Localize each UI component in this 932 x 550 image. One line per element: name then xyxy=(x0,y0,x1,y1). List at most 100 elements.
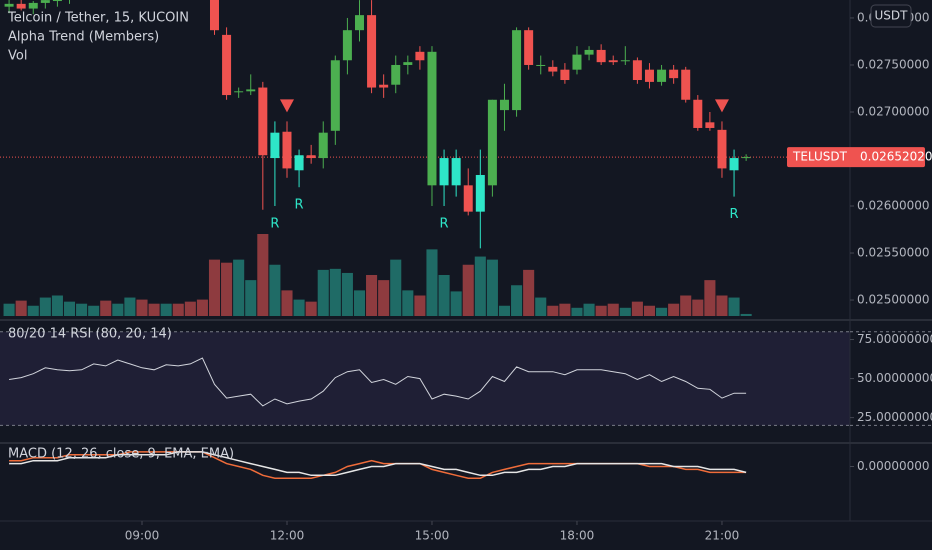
currency-button[interactable] xyxy=(870,4,912,28)
volume-bar xyxy=(450,291,462,316)
volume-bar xyxy=(76,303,88,316)
volume-bar xyxy=(305,301,317,316)
candle-body xyxy=(342,30,352,61)
volume-bar xyxy=(559,303,571,316)
indicator-label: Alpha Trend (Members) xyxy=(8,30,159,45)
candle-body xyxy=(729,158,739,171)
candle-body xyxy=(620,60,630,62)
volume-bar xyxy=(462,264,474,316)
candle-body xyxy=(28,2,38,9)
candle-body xyxy=(234,91,244,93)
candle-body xyxy=(4,3,14,7)
volume-bar xyxy=(643,305,656,316)
candle-body xyxy=(330,60,340,131)
candle-body xyxy=(451,158,461,186)
price-label-box xyxy=(787,147,925,168)
volume-bar xyxy=(571,307,583,316)
price-label-symbol: TELUSDT xyxy=(792,150,848,164)
volume-bar xyxy=(583,303,595,316)
y-tick-label: 0.02600000 xyxy=(857,199,930,213)
volume-bar xyxy=(329,268,341,316)
signal-label: R xyxy=(295,198,304,213)
volume-bar xyxy=(88,305,100,316)
candle-body xyxy=(548,66,558,72)
volume-bar xyxy=(740,313,752,316)
volume-bar xyxy=(63,301,76,316)
sell-arrow xyxy=(279,99,294,113)
signal-label: R xyxy=(440,217,449,232)
volume-bar xyxy=(293,299,305,316)
x-tick-label: 12:00 xyxy=(270,529,305,543)
candle-body xyxy=(52,0,62,2)
chart-title: Telcoin / Tether, 15, KUCOIN xyxy=(7,11,189,26)
candle-body xyxy=(657,69,667,82)
volume-bar xyxy=(269,264,281,316)
candle-body xyxy=(487,99,497,186)
volume-bar xyxy=(474,256,486,316)
candle-body xyxy=(403,62,413,65)
candle-body xyxy=(512,30,522,111)
y-tick-label: 0.02700000 xyxy=(857,104,930,118)
rsi-pane xyxy=(0,331,850,426)
volume-bar xyxy=(148,303,160,316)
volume-bar xyxy=(208,259,221,316)
volume-bar xyxy=(51,295,63,316)
candle-body xyxy=(415,51,425,61)
candle-body xyxy=(741,157,751,159)
candle-body xyxy=(270,132,280,159)
volume-bar xyxy=(390,259,402,316)
volume-bar xyxy=(39,297,51,316)
macd-title: MACD (12, 26, close, 9, EMA, EMA) xyxy=(8,447,234,462)
candle-body xyxy=(644,69,654,82)
candle-body xyxy=(632,60,642,81)
candle-body xyxy=(439,158,449,186)
rsi-y-tick-label: 50.00000000 xyxy=(857,371,932,385)
candle-body xyxy=(258,87,268,156)
candle-body xyxy=(246,89,256,92)
volume-bar xyxy=(15,300,27,316)
volume-bar xyxy=(547,305,559,316)
volume-bar xyxy=(196,299,208,316)
volume-bar xyxy=(366,275,378,316)
candle-body xyxy=(318,132,328,159)
volume-bar xyxy=(607,303,619,316)
macd-y-tick-label: 0.00000000 xyxy=(857,459,930,473)
rsi-y-tick-label: 75.00000000 xyxy=(857,332,932,346)
candle-body xyxy=(379,84,389,88)
currency-label[interactable]: USDT xyxy=(875,9,909,23)
volume-bar xyxy=(124,297,136,316)
candle-body xyxy=(222,34,232,96)
volume-bar xyxy=(341,272,353,316)
volume-bar xyxy=(631,301,643,316)
volume-bar xyxy=(668,303,680,316)
candle-body xyxy=(306,155,316,159)
volume-bar xyxy=(728,297,740,316)
volume-bar xyxy=(221,262,233,316)
candle-body xyxy=(463,185,473,212)
candle-body xyxy=(596,49,606,63)
volume-bar xyxy=(656,307,668,316)
volume-bar xyxy=(233,259,245,316)
candle-body xyxy=(681,69,691,100)
volume-bar xyxy=(136,299,148,316)
macd-pane xyxy=(9,451,747,479)
volume-bar xyxy=(245,280,257,316)
volume-label: Vol xyxy=(8,49,27,64)
volume-bar xyxy=(353,290,366,316)
candle-body xyxy=(427,51,437,186)
candle-body xyxy=(669,69,679,79)
volume-bar xyxy=(716,295,728,316)
candle-body xyxy=(16,3,26,9)
candle-body xyxy=(584,49,594,55)
volume-bar xyxy=(100,300,112,316)
volume-bar xyxy=(511,285,523,316)
price-label-value: 0.02652020 xyxy=(860,150,932,164)
volume-bar xyxy=(680,295,692,316)
volume-bar xyxy=(619,307,631,316)
candle-body xyxy=(391,64,401,85)
volume-bar xyxy=(3,303,15,316)
volume-bar xyxy=(402,290,414,316)
candle-body xyxy=(705,122,715,128)
volume-bar xyxy=(438,275,450,316)
